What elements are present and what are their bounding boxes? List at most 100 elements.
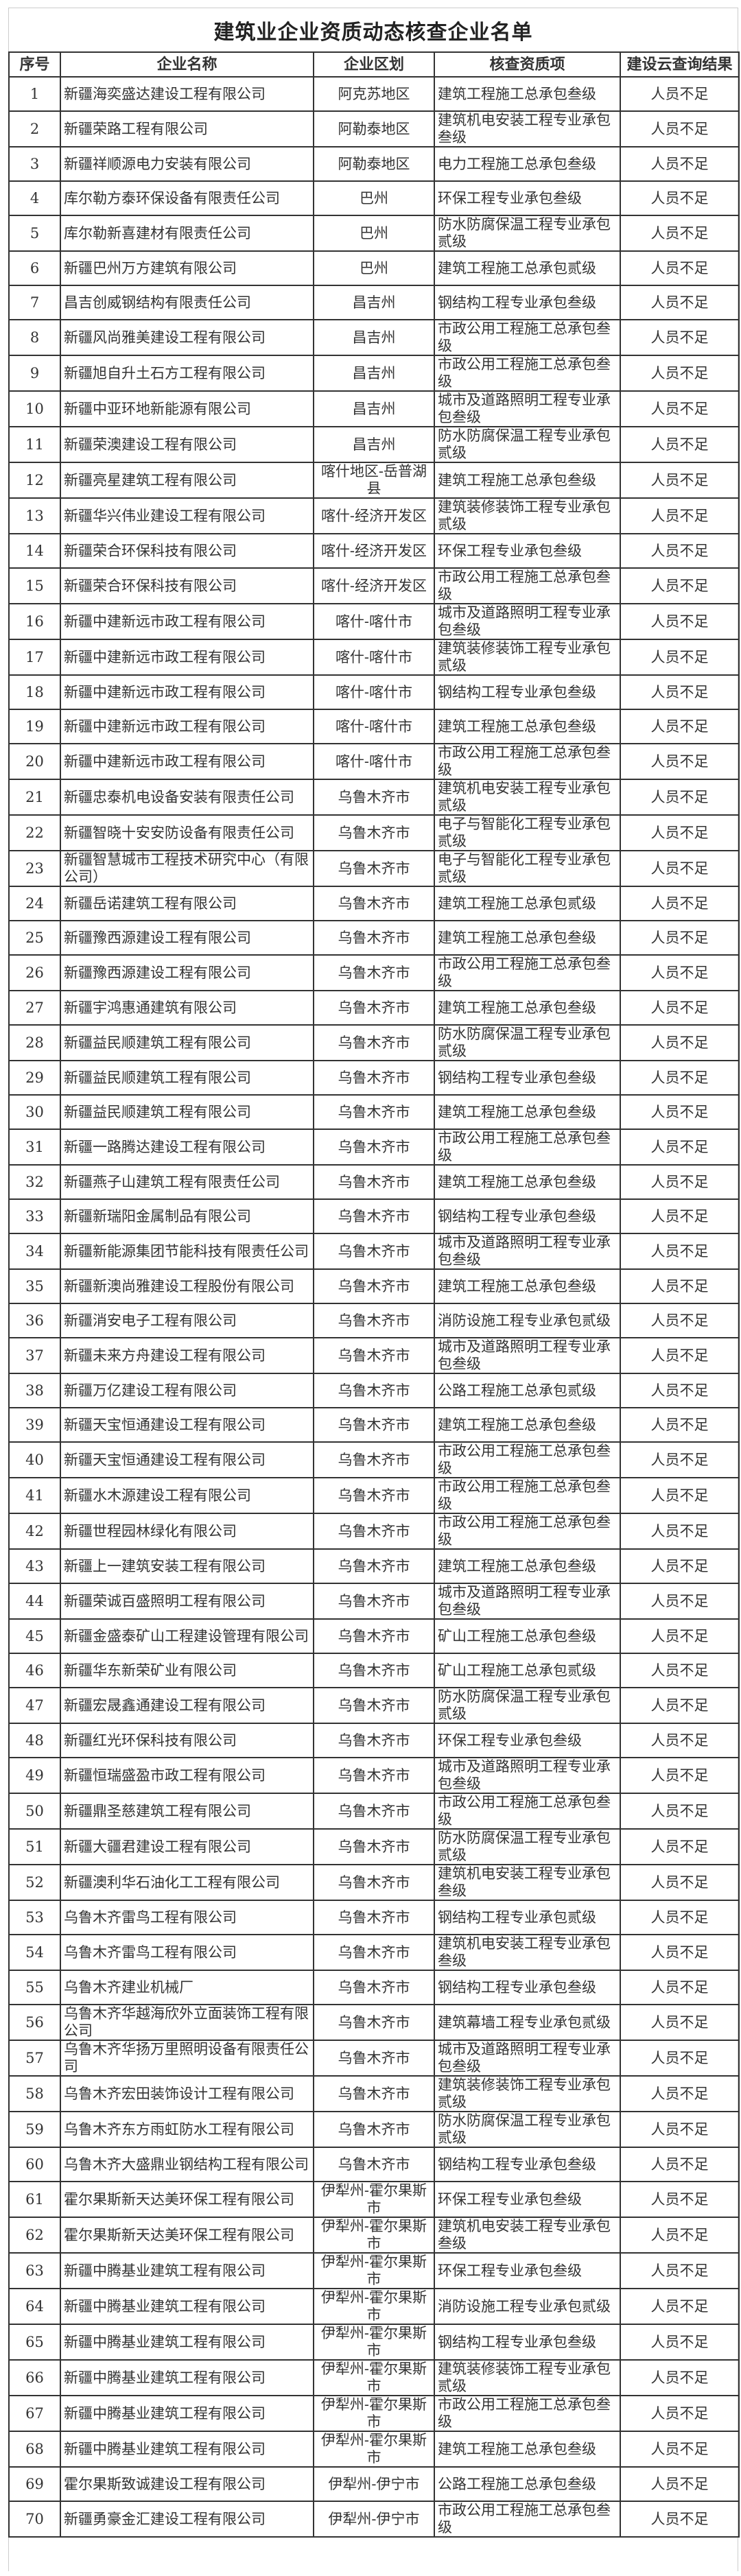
qualification: 防水防腐保温工程专业承包贰级: [434, 426, 621, 463]
query-result: 人员不足: [620, 2181, 740, 2218]
qualification: 钢结构工程专业承包叁级: [434, 1970, 621, 2005]
company-name: 霍尔果斯致诚建设工程有限公司: [60, 2466, 314, 2502]
query-result: 人员不足: [620, 674, 740, 710]
table-row: 29 新疆益民顺建筑工程有限公司 乌鲁木齐市 钢结构工程专业承包叁级 人员不足: [8, 1060, 740, 1096]
company-name: 新疆中亚环地新能源有限公司: [60, 390, 314, 427]
region: 巴州: [313, 180, 435, 216]
table-row: 54 乌鲁木齐雷鸟工程有限公司 乌鲁木齐市 建筑机电安装工程专业承包叁级 人员不足: [8, 1934, 740, 1971]
query-result: 人员不足: [620, 390, 740, 427]
query-result: 人员不足: [620, 1373, 740, 1408]
company-name: 新疆消安电子工程有限公司: [60, 1303, 314, 1338]
qualification: 环保工程专业承包叁级: [434, 2252, 621, 2289]
region: 阿勒泰地区: [313, 146, 435, 182]
query-result: 人员不足: [620, 2324, 740, 2361]
qualification: 市政公用工程施工总承包叁级: [434, 2501, 621, 2538]
qualification: 城市及道路照明工程专业承包叁级: [434, 1233, 621, 1270]
query-result: 人员不足: [620, 1233, 740, 1270]
region: 昌吉州: [313, 319, 435, 356]
table-row: 62 霍尔果斯新天达美环保工程有限公司 伊犁州-霍尔果斯市 建筑机电安装工程专业承包叁…: [8, 2217, 740, 2254]
row-index: 36: [8, 1303, 61, 1338]
query-result: 人员不足: [620, 2359, 740, 2396]
qualification: 防水防腐保温工程专业承包贰级: [434, 2111, 621, 2148]
region: 喀什地区-岳普湖县: [313, 462, 435, 499]
row-index: 47: [8, 1687, 61, 1724]
region: 昌吉州: [313, 285, 435, 320]
table-row: 59 乌鲁木齐东方雨虹防水工程有限公司 乌鲁木齐市 防水防腐保温工程专业承包贰级 人员不…: [8, 2111, 740, 2148]
qualification: 建筑工程施工总承包贰级: [434, 250, 621, 286]
region: 喀什-喀什市: [313, 709, 435, 744]
query-result: 人员不足: [620, 2004, 740, 2041]
query-result: 人员不足: [620, 2395, 740, 2432]
row-index: 50: [8, 1793, 61, 1830]
qualification: 建筑装修装饰工程专业承包贰级: [434, 2075, 621, 2112]
page-title: 建筑业企业资质动态核查企业名单: [213, 20, 533, 45]
table-row: 37 新疆未来方舟建设工程有限公司 乌鲁木齐市 城市及道路照明工程专业承包叁级 人员不足: [8, 1337, 740, 1374]
company-name: 新疆祥顺源电力安装有限公司: [60, 146, 314, 182]
region: 乌鲁木齐市: [313, 2147, 435, 2182]
row-index: 40: [8, 1441, 61, 1478]
table-row: 22 新疆智晓十安安防设备有限责任公司 乌鲁木齐市 电子与智能化工程专业承包贰级 人员不…: [8, 814, 740, 851]
company-name: 新疆海奕盛达建设工程有限公司: [60, 76, 314, 112]
row-index: 13: [8, 497, 61, 534]
company-name: 库尔勒新喜建材有限责任公司: [60, 215, 314, 252]
company-name: 新疆旭自升土石方工程有限公司: [60, 355, 314, 392]
qualification: 建筑工程施工总承包贰级: [434, 886, 621, 921]
region: 喀什-经济开发区: [313, 567, 435, 604]
company-name: 乌鲁木齐东方雨虹防水工程有限公司: [60, 2111, 314, 2148]
query-result: 人员不足: [620, 110, 740, 147]
company-name: 新疆红光环保科技有限公司: [60, 1723, 314, 1758]
query-result: 人员不足: [620, 1303, 740, 1338]
table-row: 17 新疆中建新远市政工程有限公司 喀什-喀什市 建筑装修装饰工程专业承包贰级 人员不足: [8, 639, 740, 676]
region: 喀什-喀什市: [313, 743, 435, 780]
qualification: 电力工程施工总承包叁级: [434, 146, 621, 182]
table-row: 65 新疆中腾基业建筑工程有限公司 伊犁州-霍尔果斯市 钢结构工程专业承包叁级 人员不足: [8, 2324, 740, 2361]
table-row: 67 新疆中腾基业建筑工程有限公司 伊犁州-霍尔果斯市 市政公用工程施工总承包叁级 人员…: [8, 2395, 740, 2432]
qualification: 市政公用工程施工总承包叁级: [434, 1129, 621, 1166]
query-result: 人员不足: [620, 990, 740, 1026]
table-row: 45 新疆金盛泰矿山工程建设管理有限公司 乌鲁木齐市 矿山工程施工总承包叁级 人员不足: [8, 1618, 740, 1654]
company-name: 新疆中建新远市政工程有限公司: [60, 639, 314, 676]
table-row: 18 新疆中建新远市政工程有限公司 喀什-喀什市 钢结构工程专业承包叁级 人员不足: [8, 674, 740, 710]
table-row: 14 新疆荣合环保科技有限公司 喀什-经济开发区 环保工程专业承包叁级 人员不足: [8, 533, 740, 569]
qualification: 市政公用工程施工总承包叁级: [434, 954, 621, 991]
qualification: 市政公用工程施工总承包叁级: [434, 1477, 621, 1514]
header-query-result: 建设云查询结果: [620, 51, 740, 78]
row-index: 20: [8, 743, 61, 780]
query-result: 人员不足: [620, 1164, 740, 1200]
header-company-name: 企业名称: [60, 51, 314, 78]
region: 乌鲁木齐市: [313, 1441, 435, 1478]
table-row: 2 新疆荣路工程有限公司 阿勒泰地区 建筑机电安装工程专业承包叁级 人员不足: [8, 110, 740, 147]
qualification: 环保工程专业承包叁级: [434, 1723, 621, 1758]
row-index: 33: [8, 1198, 61, 1234]
qualification: 建筑机电安装工程专业承包叁级: [434, 1934, 621, 1971]
company-name: 新疆岳诺建筑工程有限公司: [60, 886, 314, 921]
company-name: 新疆中腾基业建筑工程有限公司: [60, 2359, 314, 2396]
company-name: 新疆未来方舟建设工程有限公司: [60, 1337, 314, 1374]
region: 伊犁州-霍尔果斯市: [313, 2288, 435, 2325]
company-name: 新疆华兴伟业建设工程有限公司: [60, 497, 314, 534]
qualification: 城市及道路照明工程专业承包叁级: [434, 603, 621, 640]
qualification: 公路工程施工总承包叁级: [434, 2466, 621, 2502]
query-result: 人员不足: [620, 1513, 740, 1550]
qualification: 消防设施工程专业承包贰级: [434, 2288, 621, 2325]
table-row: 36 新疆消安电子工程有限公司 乌鲁木齐市 消防设施工程专业承包贰级 人员不足: [8, 1303, 740, 1338]
region: 喀什-喀什市: [313, 674, 435, 710]
table-row: 43 新疆上一建筑安装工程有限公司 乌鲁木齐市 建筑工程施工总承包叁级 人员不足: [8, 1548, 740, 1584]
qualification: 建筑工程施工总承包叁级: [434, 1268, 621, 1304]
row-index: 26: [8, 954, 61, 991]
company-name: 新疆豫西源建设工程有限公司: [60, 920, 314, 956]
row-index: 55: [8, 1970, 61, 2005]
company-name: 新疆风尚雅美建设工程有限公司: [60, 319, 314, 356]
company-name: 新疆中建新远市政工程有限公司: [60, 709, 314, 744]
region: 喀什-经济开发区: [313, 497, 435, 534]
row-index: 38: [8, 1373, 61, 1408]
qualification: 建筑机电安装工程专业承包叁级: [434, 1864, 621, 1901]
row-index: 9: [8, 355, 61, 392]
query-result: 人员不足: [620, 1060, 740, 1096]
qualification: 钢结构工程专业承包叁级: [434, 285, 621, 320]
row-index: 23: [8, 850, 61, 887]
qualification: 建筑工程施工总承包叁级: [434, 76, 621, 112]
company-name: 昌吉创威钢结构有限责任公司: [60, 285, 314, 320]
table-row: 15 新疆荣合环保科技有限公司 喀什-经济开发区 市政公用工程施工总承包叁级 人员不足: [8, 567, 740, 604]
table-row: 60 乌鲁木齐大盛鼎业钢结构工程有限公司 乌鲁木齐市 钢结构工程专业承包叁级 人员不足: [8, 2147, 740, 2182]
